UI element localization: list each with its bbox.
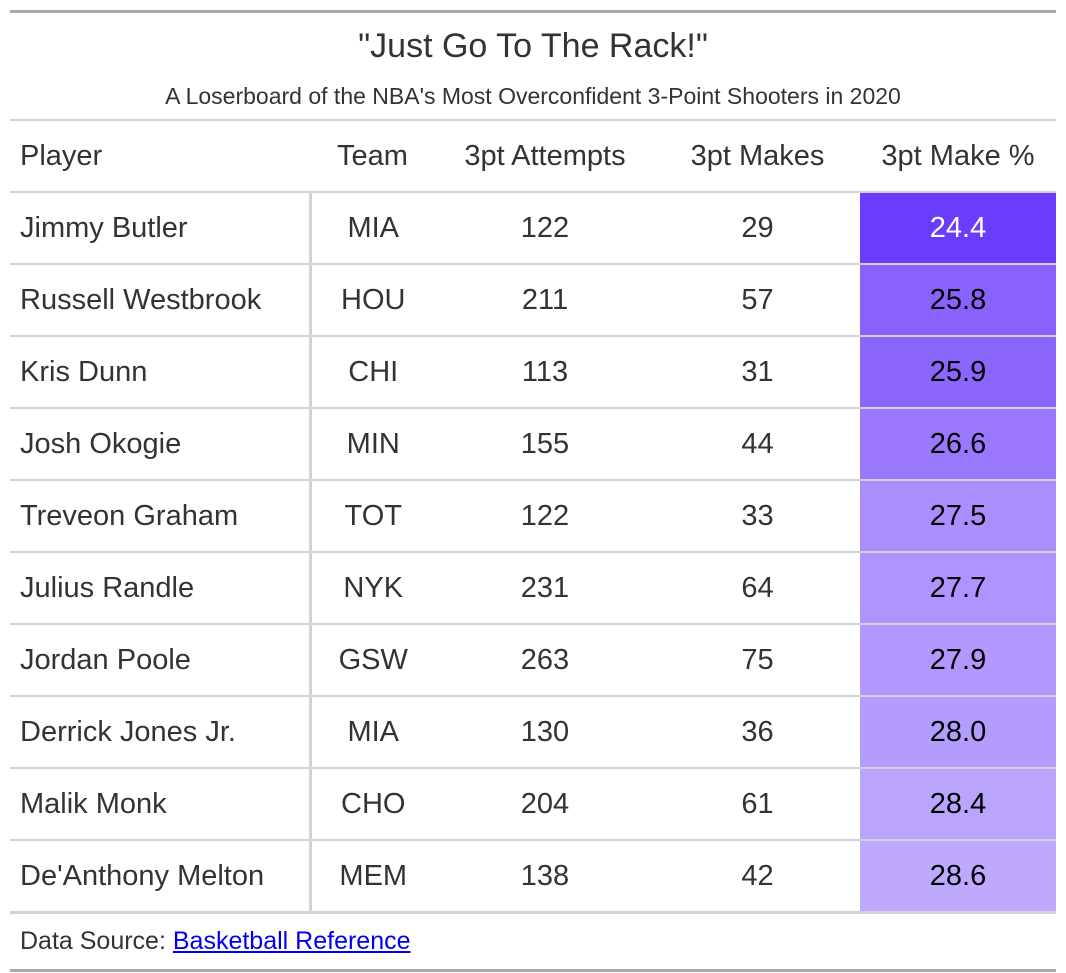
- make-pct-cell: 27.9: [860, 624, 1056, 697]
- table-heading: "Just Go To The Rack!" A Loserboard of t…: [10, 13, 1056, 121]
- table-row: Malik Monk CHO 204 61 28.4: [10, 768, 1056, 841]
- team-cell: CHO: [310, 768, 435, 841]
- team-cell: CHI: [310, 336, 435, 409]
- make-pct-cell: 28.6: [860, 840, 1056, 911]
- player-cell: Jordan Poole: [10, 624, 312, 697]
- player-cell: Julius Randle: [10, 552, 312, 625]
- player-cell: Jimmy Butler: [10, 192, 312, 265]
- table-row: Derrick Jones Jr. MIA 130 36 28.0: [10, 696, 1056, 769]
- table-row: Russell Westbrook HOU 211 57 25.8: [10, 264, 1056, 337]
- column-header-row: Player Team 3pt Attempts 3pt Makes 3pt M…: [10, 121, 1056, 193]
- make-pct-cell: 24.4: [860, 192, 1056, 265]
- makes-cell: 57: [655, 264, 860, 337]
- attempts-cell: 138: [520, 859, 570, 892]
- attempts-cell: 155: [435, 408, 655, 481]
- attempts-cell: 113: [435, 336, 655, 409]
- attempts-cell: 263: [435, 624, 655, 697]
- team-cell: HOU: [310, 264, 435, 337]
- make-pct-cell: 25.8: [860, 264, 1056, 337]
- source-prefix: Data Source:: [20, 927, 166, 955]
- player-cell: De'Anthony Melton: [10, 840, 312, 911]
- table-row: Jordan Poole GSW 263 75 27.9: [10, 624, 1056, 697]
- attempts-cell: 122: [435, 192, 655, 265]
- attempts-cell: 204: [435, 768, 655, 841]
- table-title: "Just Go To The Rack!": [358, 27, 708, 65]
- column-header-attempts: 3pt Attempts: [435, 121, 655, 193]
- table-body: Jimmy Butler MIA 122 29 24.4 Russell Westbroo…: [10, 192, 1056, 911]
- player-cell: Kris Dunn: [10, 336, 312, 409]
- table-subtitle: A Loserboard of the NBA's Most Overconfi…: [165, 83, 901, 109]
- team-cell: MIN: [310, 408, 435, 481]
- makes-cell: 42: [741, 859, 774, 892]
- make-pct-cell: 27.7: [860, 552, 1056, 625]
- makes-cell: 33: [655, 480, 860, 553]
- table-row: De'Anthony Melton MEM 138 42 28.6: [10, 840, 1056, 911]
- data-table: Player Team 3pt Attempts 3pt Makes 3pt M…: [10, 121, 1056, 911]
- makes-cell: 44: [655, 408, 860, 481]
- team-cell: TOT: [310, 480, 435, 553]
- attempts-cell: 211: [435, 264, 655, 337]
- makes-cell: 75: [655, 624, 860, 697]
- player-cell: Malik Monk: [10, 768, 312, 841]
- table-row: Kris Dunn CHI 113 31 25.9: [10, 336, 1056, 409]
- player-cell: Treveon Graham: [10, 480, 312, 553]
- make-pct-cell: 27.5: [860, 480, 1056, 553]
- source-note: Data Source: Basketball Reference: [10, 911, 1056, 969]
- table-row: Julius Randle NYK 231 64 27.7: [10, 552, 1056, 625]
- makes-cell: 31: [655, 336, 860, 409]
- table-row: Jimmy Butler MIA 122 29 24.4: [10, 192, 1056, 265]
- attempts-cell: 122: [435, 480, 655, 553]
- attempts-cell: 130: [435, 696, 655, 769]
- player-cell: Russell Westbrook: [10, 264, 312, 337]
- make-pct-cell: 25.9: [860, 336, 1056, 409]
- column-header-team: Team: [310, 121, 435, 193]
- player-cell: Josh Okogie: [10, 408, 312, 481]
- team-cell: NYK: [310, 552, 435, 625]
- makes-cell: 64: [655, 552, 860, 625]
- attempts-cell: 231: [435, 552, 655, 625]
- table-container: "Just Go To The Rack!" A Loserboard of t…: [10, 10, 1056, 972]
- column-header-makes: 3pt Makes: [655, 121, 860, 193]
- makes-cell: 36: [655, 696, 860, 769]
- player-cell: Derrick Jones Jr.: [10, 696, 312, 769]
- make-pct-cell: 28.4: [860, 768, 1056, 841]
- make-pct-cell: 26.6: [860, 408, 1056, 481]
- makes-cell: 29: [655, 192, 860, 265]
- column-header-player: Player: [10, 121, 310, 193]
- table-row: Treveon Graham TOT 122 33 27.5: [10, 480, 1056, 553]
- column-header-make-pct: 3pt Make %: [860, 121, 1056, 193]
- team-cell: MIA: [310, 192, 435, 265]
- makes-cell: 61: [655, 768, 860, 841]
- team-cell: MIA: [310, 696, 435, 769]
- team-cell: GSW: [310, 624, 435, 697]
- make-pct-cell: 28.0: [860, 696, 1056, 769]
- team-cell: MEM: [339, 859, 408, 892]
- table-row: Josh Okogie MIN 155 44 26.6: [10, 408, 1056, 481]
- source-link[interactable]: Basketball Reference: [172, 927, 411, 955]
